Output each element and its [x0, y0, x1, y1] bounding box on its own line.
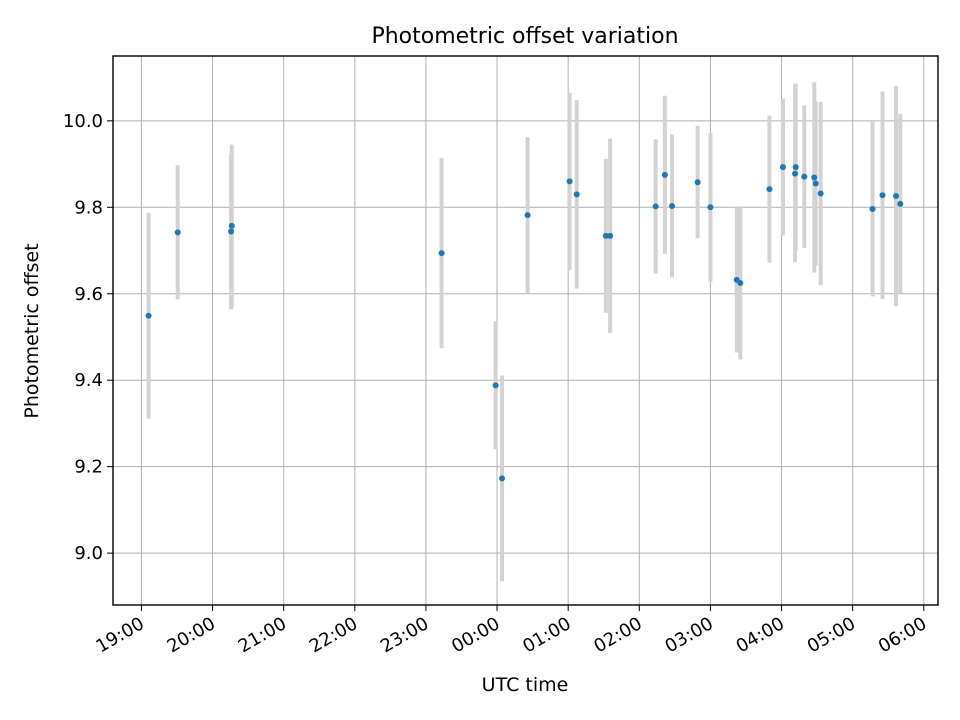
x-axis-label: UTC time	[482, 674, 569, 696]
data-point	[812, 180, 819, 187]
data-point	[779, 164, 786, 171]
chart-title: Photometric offset variation	[371, 24, 678, 49]
x-tick-label: 00:00	[448, 613, 503, 657]
data-point	[607, 232, 614, 239]
data-point	[897, 200, 904, 207]
x-tick-label: 03:00	[661, 613, 716, 657]
y-tick-label: 9.4	[74, 370, 103, 391]
data-point	[766, 186, 773, 193]
data-point	[869, 206, 876, 213]
error-bars	[146, 82, 903, 582]
x-tick-label: 02:00	[590, 613, 645, 657]
data-point	[174, 229, 181, 236]
x-tick-label: 01:00	[519, 613, 574, 657]
data-point	[524, 212, 531, 219]
y-axis-ticks: 9.0 9.2 9.4 9.6 9.8 10.0	[63, 111, 113, 564]
data-point	[737, 279, 744, 286]
data-point	[801, 173, 808, 180]
data-point	[438, 250, 445, 257]
data-point	[879, 192, 886, 199]
x-tick-label: 05:00	[804, 613, 859, 657]
plot-frame	[112, 55, 939, 606]
data-point	[694, 179, 701, 186]
data-point	[669, 203, 676, 210]
x-tick-label: 06:00	[875, 613, 930, 657]
x-tick-label: 21:00	[235, 613, 290, 657]
y-tick-label: 9.8	[74, 197, 103, 218]
data-point	[228, 228, 235, 235]
data-point	[492, 382, 499, 389]
y-tick-label: 10.0	[63, 111, 103, 132]
x-tick-label: 04:00	[733, 613, 788, 657]
data-point	[499, 475, 506, 482]
data-point	[228, 222, 235, 229]
x-axis-ticks: 19:00 20:00 21:00 22:00 23:00 00:00 01:00 02:00…	[93, 605, 930, 657]
data-point	[707, 204, 714, 211]
x-tick-label: 22:00	[306, 613, 361, 657]
data-point	[661, 171, 668, 178]
data-point	[652, 203, 659, 210]
data-point	[792, 164, 799, 171]
x-tick-label: 19:00	[93, 613, 148, 657]
y-tick-label: 9.0	[74, 543, 103, 564]
grid	[113, 56, 938, 605]
data-point	[817, 190, 824, 197]
data-point	[573, 191, 580, 198]
x-tick-label: 23:00	[377, 613, 432, 657]
y-axis-label: Photometric offset	[21, 243, 43, 418]
y-tick-label: 9.6	[74, 284, 103, 305]
data-point	[811, 174, 818, 181]
data-point	[602, 232, 609, 239]
data-point	[145, 312, 152, 319]
x-tick-label: 20:00	[164, 613, 219, 657]
data-point	[893, 193, 900, 200]
y-tick-label: 9.2	[74, 457, 103, 478]
data-point	[792, 170, 799, 177]
data-point	[566, 178, 573, 185]
data-points	[145, 164, 904, 482]
